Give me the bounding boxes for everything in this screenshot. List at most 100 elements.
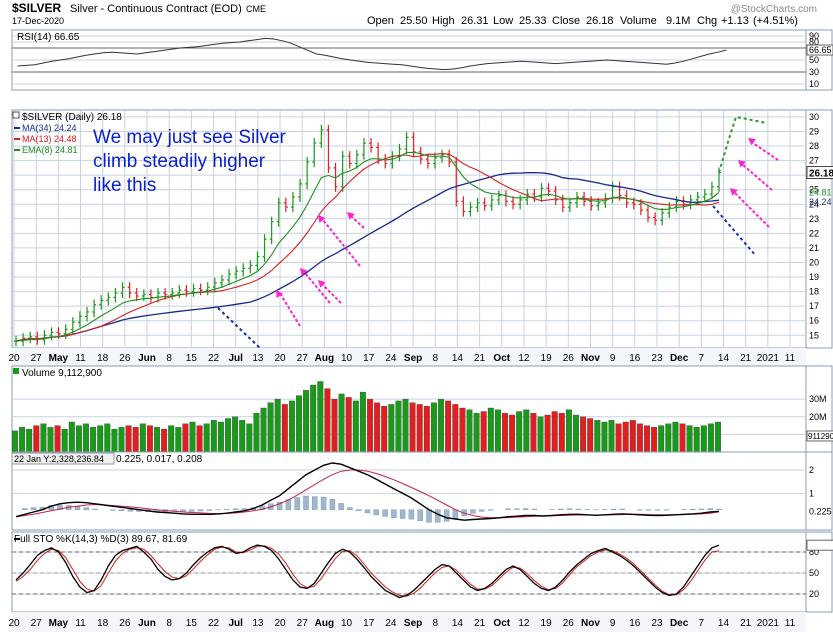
magenta-arrow-shaft xyxy=(752,142,779,161)
volume-bar xyxy=(551,411,558,453)
price-panel-frame xyxy=(11,109,833,349)
price-xtick-label: Oct xyxy=(493,353,510,364)
volume-bar xyxy=(367,398,373,453)
volume-bar xyxy=(75,425,82,453)
price-legend-label: MA(13) 24.48 xyxy=(22,134,77,144)
price-ytick-label: 27 xyxy=(809,156,819,166)
price-ytick-label: 19 xyxy=(809,272,819,282)
volume-bar xyxy=(246,423,253,453)
ema-value-tag: 24.81 xyxy=(809,187,832,197)
macd-histogram-bar xyxy=(417,509,423,522)
volume-bar xyxy=(303,390,310,453)
volume-bar xyxy=(338,393,345,453)
price-xtick-label: 12 xyxy=(518,353,530,364)
price-xtick-label: 24 xyxy=(385,353,397,364)
stochastic-title: Full STO %K(14,3) %D(3) 89.67, 81.69 xyxy=(14,534,188,545)
annotation-line-2: climb steadily higher xyxy=(93,151,266,172)
volume-bar xyxy=(629,420,636,453)
ma13-line xyxy=(15,153,720,342)
ma-value-tag: 24.24 xyxy=(809,197,832,207)
macd-histogram-bar xyxy=(443,509,450,522)
volume-bar xyxy=(97,425,104,453)
volume-bar xyxy=(636,423,643,453)
volume-ytick-label: 30M xyxy=(809,394,827,404)
price-xtick-label: 9 xyxy=(610,353,616,364)
price-xtick-label: 18 xyxy=(97,353,109,364)
volume-bar xyxy=(438,398,444,453)
volume-bar xyxy=(175,427,182,453)
macd-ytick-label: 2 xyxy=(809,465,814,475)
price-xtick-label: 8 xyxy=(166,353,172,364)
bottom-xtick-label: Jun xyxy=(138,618,156,629)
price-ytick-label: 24 xyxy=(809,199,819,209)
macd-histogram-bar xyxy=(408,509,415,520)
price-last-value-box xyxy=(806,166,833,180)
macd-histogram-bar xyxy=(619,508,625,510)
volume-bar xyxy=(196,425,203,453)
volume-bar xyxy=(118,427,125,453)
rsi-ytick-label: 80 xyxy=(809,37,819,47)
volume-bar xyxy=(580,416,587,453)
volume-bar xyxy=(622,421,629,453)
volume-bar xyxy=(558,413,565,453)
volume-bar xyxy=(509,414,516,453)
macd-histogram-bar xyxy=(566,508,573,510)
price-ytick-label: 23 xyxy=(809,214,819,224)
volume-bar xyxy=(565,409,572,453)
volume-bar xyxy=(693,427,700,453)
volume-bar xyxy=(310,384,317,453)
volume-bar xyxy=(473,413,480,453)
macd-title: 0.225, 0.017, 0.208 xyxy=(116,454,203,465)
price-ytick-label: 29 xyxy=(809,126,819,136)
macd-histogram-bar xyxy=(232,508,239,510)
volume-bar xyxy=(494,409,501,453)
chg-label: Chg xyxy=(697,15,717,27)
exchange-label: CME xyxy=(246,4,266,14)
ma34-line xyxy=(15,172,720,342)
macd-histogram-bar xyxy=(364,509,371,514)
bottom-xtick-label: 23 xyxy=(651,618,663,629)
price-ytick-label: 25 xyxy=(809,185,819,195)
price-legend-label: EMA(8) 24.81 xyxy=(22,145,78,155)
volume-bar xyxy=(54,425,61,453)
projection-green-dotted xyxy=(718,115,766,173)
volume-bar xyxy=(324,388,331,453)
price-xtick-label: Jun xyxy=(138,353,156,364)
stochastic-panel-frame xyxy=(11,531,833,613)
macd-histogram-bar xyxy=(276,502,283,510)
rsi-ytick-label: 50 xyxy=(809,55,819,65)
macd-histogram-bar xyxy=(347,507,353,510)
bottom-xtick-label: 26 xyxy=(119,618,131,629)
volume-bar xyxy=(651,427,658,453)
volume-bar xyxy=(381,406,388,453)
volume-bar xyxy=(359,391,366,453)
volume-bar xyxy=(225,418,231,453)
volume-title: Volume 9,112,900 xyxy=(22,368,102,379)
price-xtick-label: 14 xyxy=(452,353,464,364)
volume-bar xyxy=(83,423,89,453)
magenta-arrow-shaft xyxy=(280,294,301,327)
bottom-xtick-label: 7 xyxy=(699,618,705,629)
volume-bar xyxy=(679,423,686,453)
volume-bar xyxy=(203,423,210,453)
macd-histogram-bar xyxy=(373,509,379,516)
volume-bar xyxy=(707,423,714,453)
symbol-description: Silver - Continuous Contract (EOD) xyxy=(70,3,242,15)
volume-bar xyxy=(146,425,153,453)
price-xtick-label: 16 xyxy=(629,353,641,364)
volume-value: 9.1M xyxy=(666,15,690,27)
macd-histogram-bar xyxy=(426,509,432,523)
macd-histogram-bar xyxy=(303,495,309,510)
price-ytick-label: 16 xyxy=(809,316,819,326)
magenta-arrow-shaft xyxy=(351,216,365,229)
ema8-line xyxy=(15,151,720,342)
close-value: 26.18 xyxy=(586,15,614,27)
bottom-xtick-label: 27 xyxy=(297,618,309,629)
price-ytick-label: 18 xyxy=(809,287,819,297)
date-label: 17-Dec-2020 xyxy=(12,16,64,26)
price-ytick-label: 21 xyxy=(809,243,819,253)
price-xtick-label: 27 xyxy=(31,353,43,364)
price-xtick-label: 20 xyxy=(274,353,286,364)
macd-histogram-bar xyxy=(127,509,133,512)
